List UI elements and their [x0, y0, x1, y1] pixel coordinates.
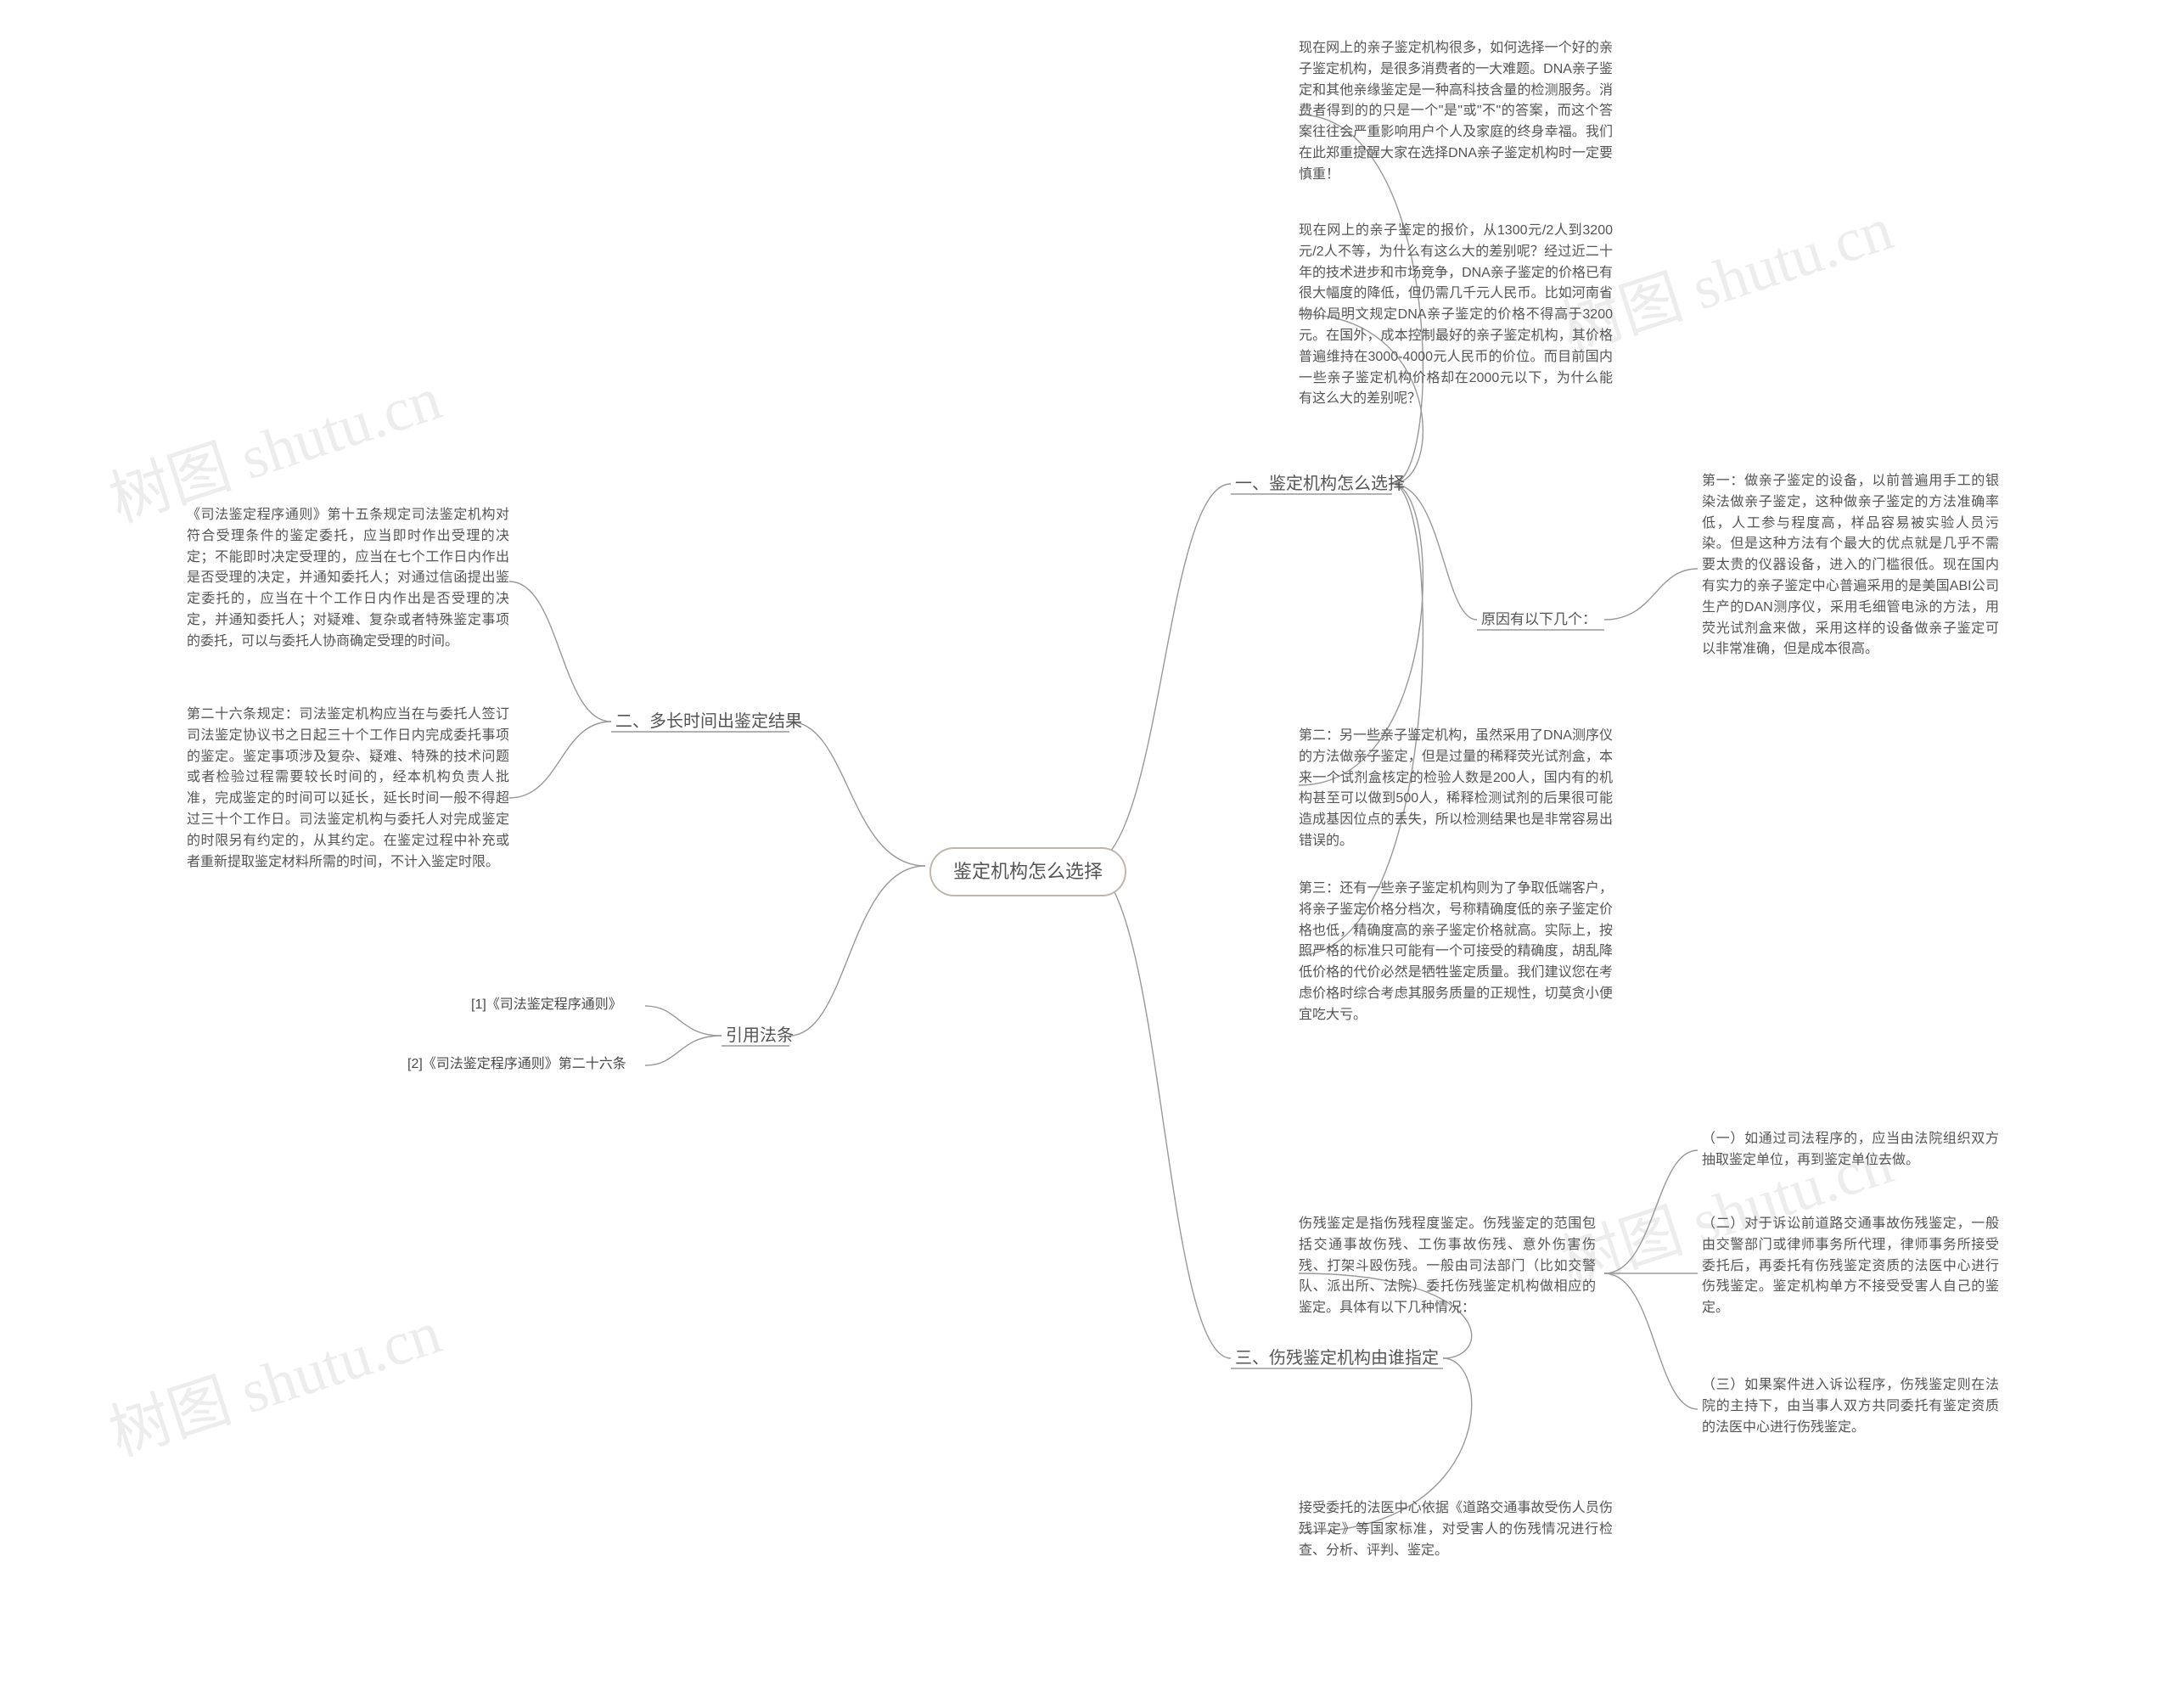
branch2-para2: 第二十六条规定：司法鉴定机构应当在与委托人签订司法鉴定协议书之日起三十个工作日内… — [187, 705, 509, 873]
branch2-para1: 《司法鉴定程序通则》第十五条规定司法鉴定机构对符合受理条件的鉴定委托，应当即时作… — [187, 505, 509, 653]
branch1-reason2: 第二：另一些亲子鉴定机构，虽然采用了DNA测序仪的方法做亲子鉴定，但是过量的稀释… — [1299, 726, 1613, 852]
law-item1: [1]《司法鉴定程序通则》 — [471, 995, 622, 1016]
center-node: 鉴定机构怎么选择 — [929, 847, 1126, 896]
branch3-intro: 伤残鉴定是指伤残程度鉴定。伤残鉴定的范围包括交通事故伤残、工伤事故伤残、意外伤害… — [1299, 1214, 1596, 1319]
branch3-case2: （二）对于诉讼前道路交通事故伤残鉴定，一般由交警部门或律师事务所代理，律师事务所… — [1702, 1214, 1999, 1319]
branch1-reasons-label: 原因有以下几个： — [1481, 609, 1597, 631]
branch3-case3: （三）如果案件进入诉讼程序，伤残鉴定则在法院的主持下，由当事人双方共同委托有鉴定… — [1702, 1375, 1999, 1438]
branch1-reason3: 第三：还有一些亲子鉴定机构则为了争取低端客户，将亲子鉴定价格分档次，号称精确度低… — [1299, 879, 1613, 1026]
branch1-reason1: 第一：做亲子鉴定的设备，以前普遍用手工的银染法做亲子鉴定，这种做亲子鉴定的方法准… — [1702, 471, 1999, 660]
law-item2: [2]《司法鉴定程序通则》第二十六条 — [407, 1054, 626, 1076]
branch1-para1: 现在网上的亲子鉴定机构很多，如何选择一个好的亲子鉴定机构，是很多消费者的一大难题… — [1299, 38, 1613, 186]
branch3-label: 三、伤残鉴定机构由谁指定 — [1235, 1346, 1439, 1372]
branch1-para2: 现在网上的亲子鉴定的报价，从1300元/2人到3200元/2人不等，为什么有这么… — [1299, 221, 1613, 410]
branch3-outro: 接受委托的法医中心依据《道路交通事故受伤人员伤残评定》等国家标准，对受害人的伤残… — [1299, 1498, 1613, 1561]
branch2-label: 二、多长时间出鉴定结果 — [615, 709, 802, 735]
law-label: 引用法条 — [726, 1023, 794, 1049]
branch1-label: 一、鉴定机构怎么选择 — [1235, 471, 1405, 497]
branch3-case1: （一）如通过司法程序的，应当由法院组织双方抽取鉴定单位，再到鉴定单位去做。 — [1702, 1129, 1999, 1171]
